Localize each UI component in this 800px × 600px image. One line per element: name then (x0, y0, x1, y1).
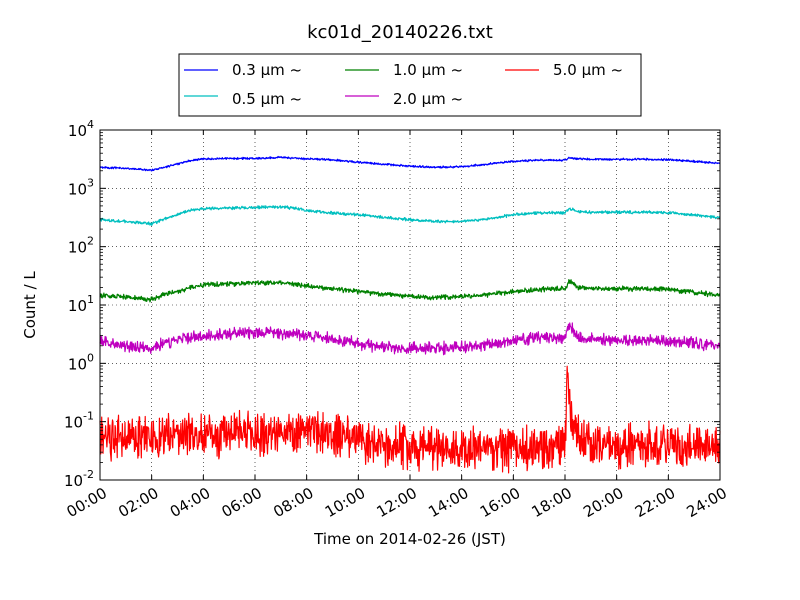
y-axis-label: Count / L (21, 271, 39, 339)
legend-label-3: 2.0 μm ~ (393, 90, 463, 108)
legend-entry-2: 1.0 μm ~ (345, 61, 463, 79)
y-tick-label: 100 (68, 351, 94, 373)
legend-label-4: 5.0 μm ~ (553, 61, 623, 79)
y-tick-label: 102 (68, 235, 94, 257)
y-tick-label: 103 (68, 176, 94, 198)
legend-label-2: 1.0 μm ~ (393, 61, 463, 79)
x-axis-label: Time on 2014-02-26 (JST) (313, 530, 506, 548)
legend-entry-3: 2.0 μm ~ (345, 90, 463, 108)
y-tick-label: 101 (68, 293, 94, 315)
legend-entry-4: 5.0 μm ~ (505, 61, 623, 79)
series-line-0 (99, 155, 721, 172)
legend-label-0: 0.3 μm ~ (232, 61, 302, 79)
series-line-1 (99, 205, 721, 226)
series-line-2 (99, 279, 721, 303)
series-line-3 (99, 322, 721, 356)
legend-entry-1: 0.5 μm ~ (184, 90, 302, 108)
chart-title: kc01d_20140226.txt (307, 22, 493, 43)
series-layer (99, 155, 721, 474)
legend: 0.3 μm ~ 0.5 μm ~ 1.0 μm ~ 2.0 μm ~ 5.0 … (178, 53, 642, 117)
plot-area (99, 129, 721, 481)
y-tick-labels: 10-2 10-1 100 101 102 103 104 (64, 118, 94, 490)
legend-frame (178, 53, 642, 117)
legend-label-1: 0.5 μm ~ (232, 90, 302, 108)
y-tick-label: 10-2 (64, 468, 94, 490)
tick-marks (99, 129, 721, 481)
series-line-4 (99, 365, 721, 474)
legend-entry-0: 0.3 μm ~ (184, 61, 302, 79)
grid (100, 130, 720, 480)
y-tick-label: 104 (68, 118, 94, 140)
y-tick-label: 10-1 (64, 410, 94, 432)
